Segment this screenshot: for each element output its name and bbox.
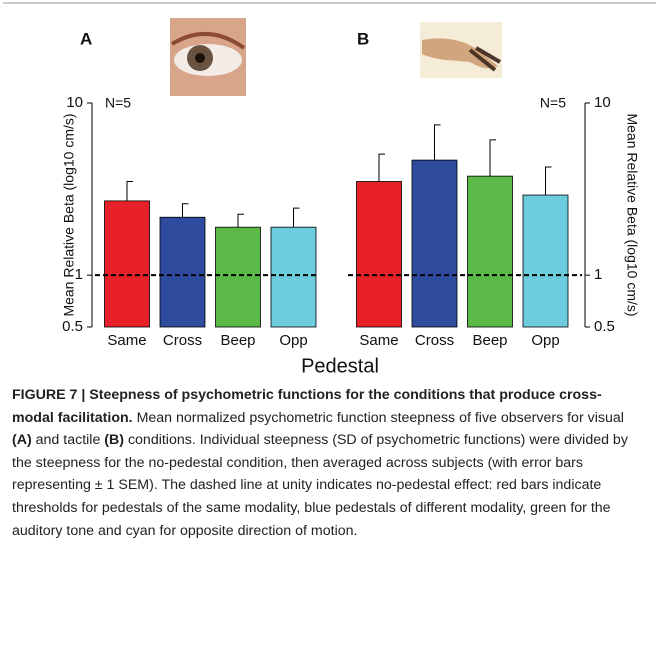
caption-text: conditions. Individual steepness (SD of … [12,432,628,539]
hand-image [420,22,502,78]
bar [522,194,569,328]
y-tick-label: 1 [594,266,602,283]
y-tick-label: 1 [75,266,83,283]
caption: FIGURE 7 | Steepness of psychometric fun… [12,384,640,542]
bar [270,226,317,328]
error-bar [237,213,244,228]
caption-text: (B) [104,432,124,449]
bar [467,175,513,328]
y-tick-label: 10 [594,94,611,111]
caption-text: (A) [12,432,32,449]
bar [159,216,206,328]
error-bar [545,166,552,196]
error-bar [489,139,496,177]
error-bar [126,180,133,201]
error-bar [182,203,189,218]
caption-text: Mean normalized psychometric function st… [136,409,624,426]
x-axis-label: Pedestal [301,355,379,377]
panel-label: A [80,29,92,48]
bar [356,181,402,328]
eye-image [170,18,246,96]
x-tick-label: Beep [472,332,507,349]
error-bar [378,153,385,182]
y-tick-label: 0.5 [62,318,83,335]
panel-label: B [357,29,369,48]
y-tick-label: 10 [66,94,83,111]
annotation: N=5 [105,95,131,111]
x-tick-label: Cross [415,332,454,349]
caption-text: FIGURE 7 | Steepness of psychometric fun… [12,387,602,426]
error-bar [293,207,300,228]
bar [104,200,150,328]
x-tick-label: Beep [220,332,255,349]
annotation: N=5 [540,95,566,111]
x-tick-label: Cross [163,332,202,349]
y-axis-label: Mean Relative Beta (log10 cm/s) [61,113,77,316]
x-tick-label: Same [359,332,398,349]
x-tick-label: Opp [279,332,307,349]
y-axis-label: Mean Relative Beta (log10 cm/s) [624,113,640,316]
error-bar [434,124,441,161]
bar [411,159,458,328]
x-tick-label: Same [107,332,146,349]
bar [215,226,261,328]
x-tick-label: Opp [531,332,559,349]
y-tick-label: 0.5 [594,318,615,335]
caption-text: and tactile [35,432,101,449]
figure: 0.5 1 10 Mean Relative Beta (log10 cm/s) A N=… [3,2,656,377]
